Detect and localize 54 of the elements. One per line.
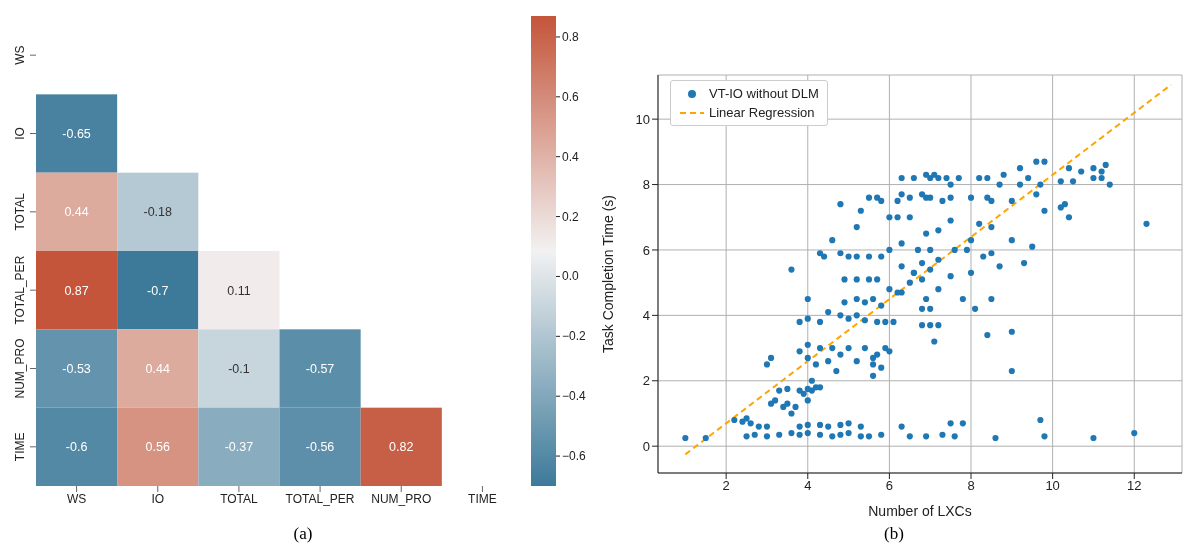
color-bar-label: 0.8 bbox=[562, 29, 580, 44]
y-tick-label: WS bbox=[13, 45, 27, 65]
x-tick-label: 2 bbox=[722, 478, 730, 494]
data-label: -0.18 bbox=[143, 205, 173, 220]
legend-label: VT-IO without DLM bbox=[709, 85, 819, 103]
color-bar-label: 0.2 bbox=[562, 209, 580, 224]
y-tick-label: TOTAL_PER bbox=[13, 255, 27, 325]
x-axis-title: Number of LXCs bbox=[868, 503, 972, 519]
color-bar-label: 0.4 bbox=[562, 149, 580, 164]
color-bar-label: 0.6 bbox=[562, 89, 580, 104]
data-label: -0.56 bbox=[305, 440, 335, 455]
text: (b) bbox=[883, 524, 905, 544]
y-tick-label: TOTAL bbox=[13, 192, 27, 231]
y-tick-label: IO bbox=[13, 127, 27, 140]
y-tick-label: TIME bbox=[13, 432, 27, 462]
data-label: 0.82 bbox=[389, 440, 414, 455]
y-tick-label: 8 bbox=[642, 177, 650, 193]
data-label: 0.87 bbox=[64, 283, 89, 298]
x-tick-label: NUM_PRO bbox=[371, 491, 432, 506]
y-tick-label: 10 bbox=[635, 111, 650, 127]
data-label: -0.57 bbox=[305, 362, 335, 376]
y-axis-title: Task Completion Time (s) bbox=[599, 195, 616, 353]
x-tick-label: 6 bbox=[885, 478, 894, 494]
data-label: -0.37 bbox=[224, 440, 254, 455]
color-bar-label: 0.0 bbox=[562, 269, 580, 284]
y-tick-label: 0 bbox=[642, 438, 650, 454]
color-bar-label: −0.4 bbox=[562, 389, 587, 404]
x-tick-label: 4 bbox=[804, 478, 812, 494]
color-bar-label: −0.2 bbox=[562, 329, 587, 344]
y-tick-label: NUM_PRO bbox=[13, 338, 27, 399]
y-tick-label: 2 bbox=[642, 373, 650, 389]
color-bar-label: −0.6 bbox=[562, 449, 587, 464]
data-label: -0.65 bbox=[62, 127, 91, 141]
data-label: 0.56 bbox=[145, 440, 170, 455]
colorbar-scale: −0.6 −0.4 −0.2 0.0 0.2 0.4 0.6 0.8 bbox=[531, 8, 591, 518]
x-tick-label: TOTAL bbox=[220, 491, 259, 506]
data-label: 0.44 bbox=[64, 205, 89, 220]
y-tick-label: 4 bbox=[642, 307, 650, 323]
x-tick-label: 8 bbox=[967, 478, 975, 494]
data-label: -0.53 bbox=[62, 362, 91, 376]
x-tick-label: TOTAL_PER bbox=[285, 491, 355, 506]
text: (a) bbox=[292, 524, 314, 544]
data-label: -0.7 bbox=[146, 283, 169, 298]
data-label: 0.11 bbox=[227, 283, 251, 298]
x-tick-label: IO bbox=[151, 491, 165, 506]
y-tick-label: 6 bbox=[642, 242, 650, 258]
data-label: 0.44 bbox=[145, 362, 170, 376]
x-tick-label: WS bbox=[66, 491, 87, 506]
data-label: -0.1 bbox=[228, 362, 250, 376]
x-tick-label: TIME bbox=[468, 491, 497, 506]
data-label: -0.6 bbox=[65, 440, 88, 455]
x-tick-label: 12 bbox=[1127, 478, 1142, 494]
x-tick-label: 10 bbox=[1045, 478, 1060, 494]
legend-label: Linear Regression bbox=[709, 104, 815, 122]
